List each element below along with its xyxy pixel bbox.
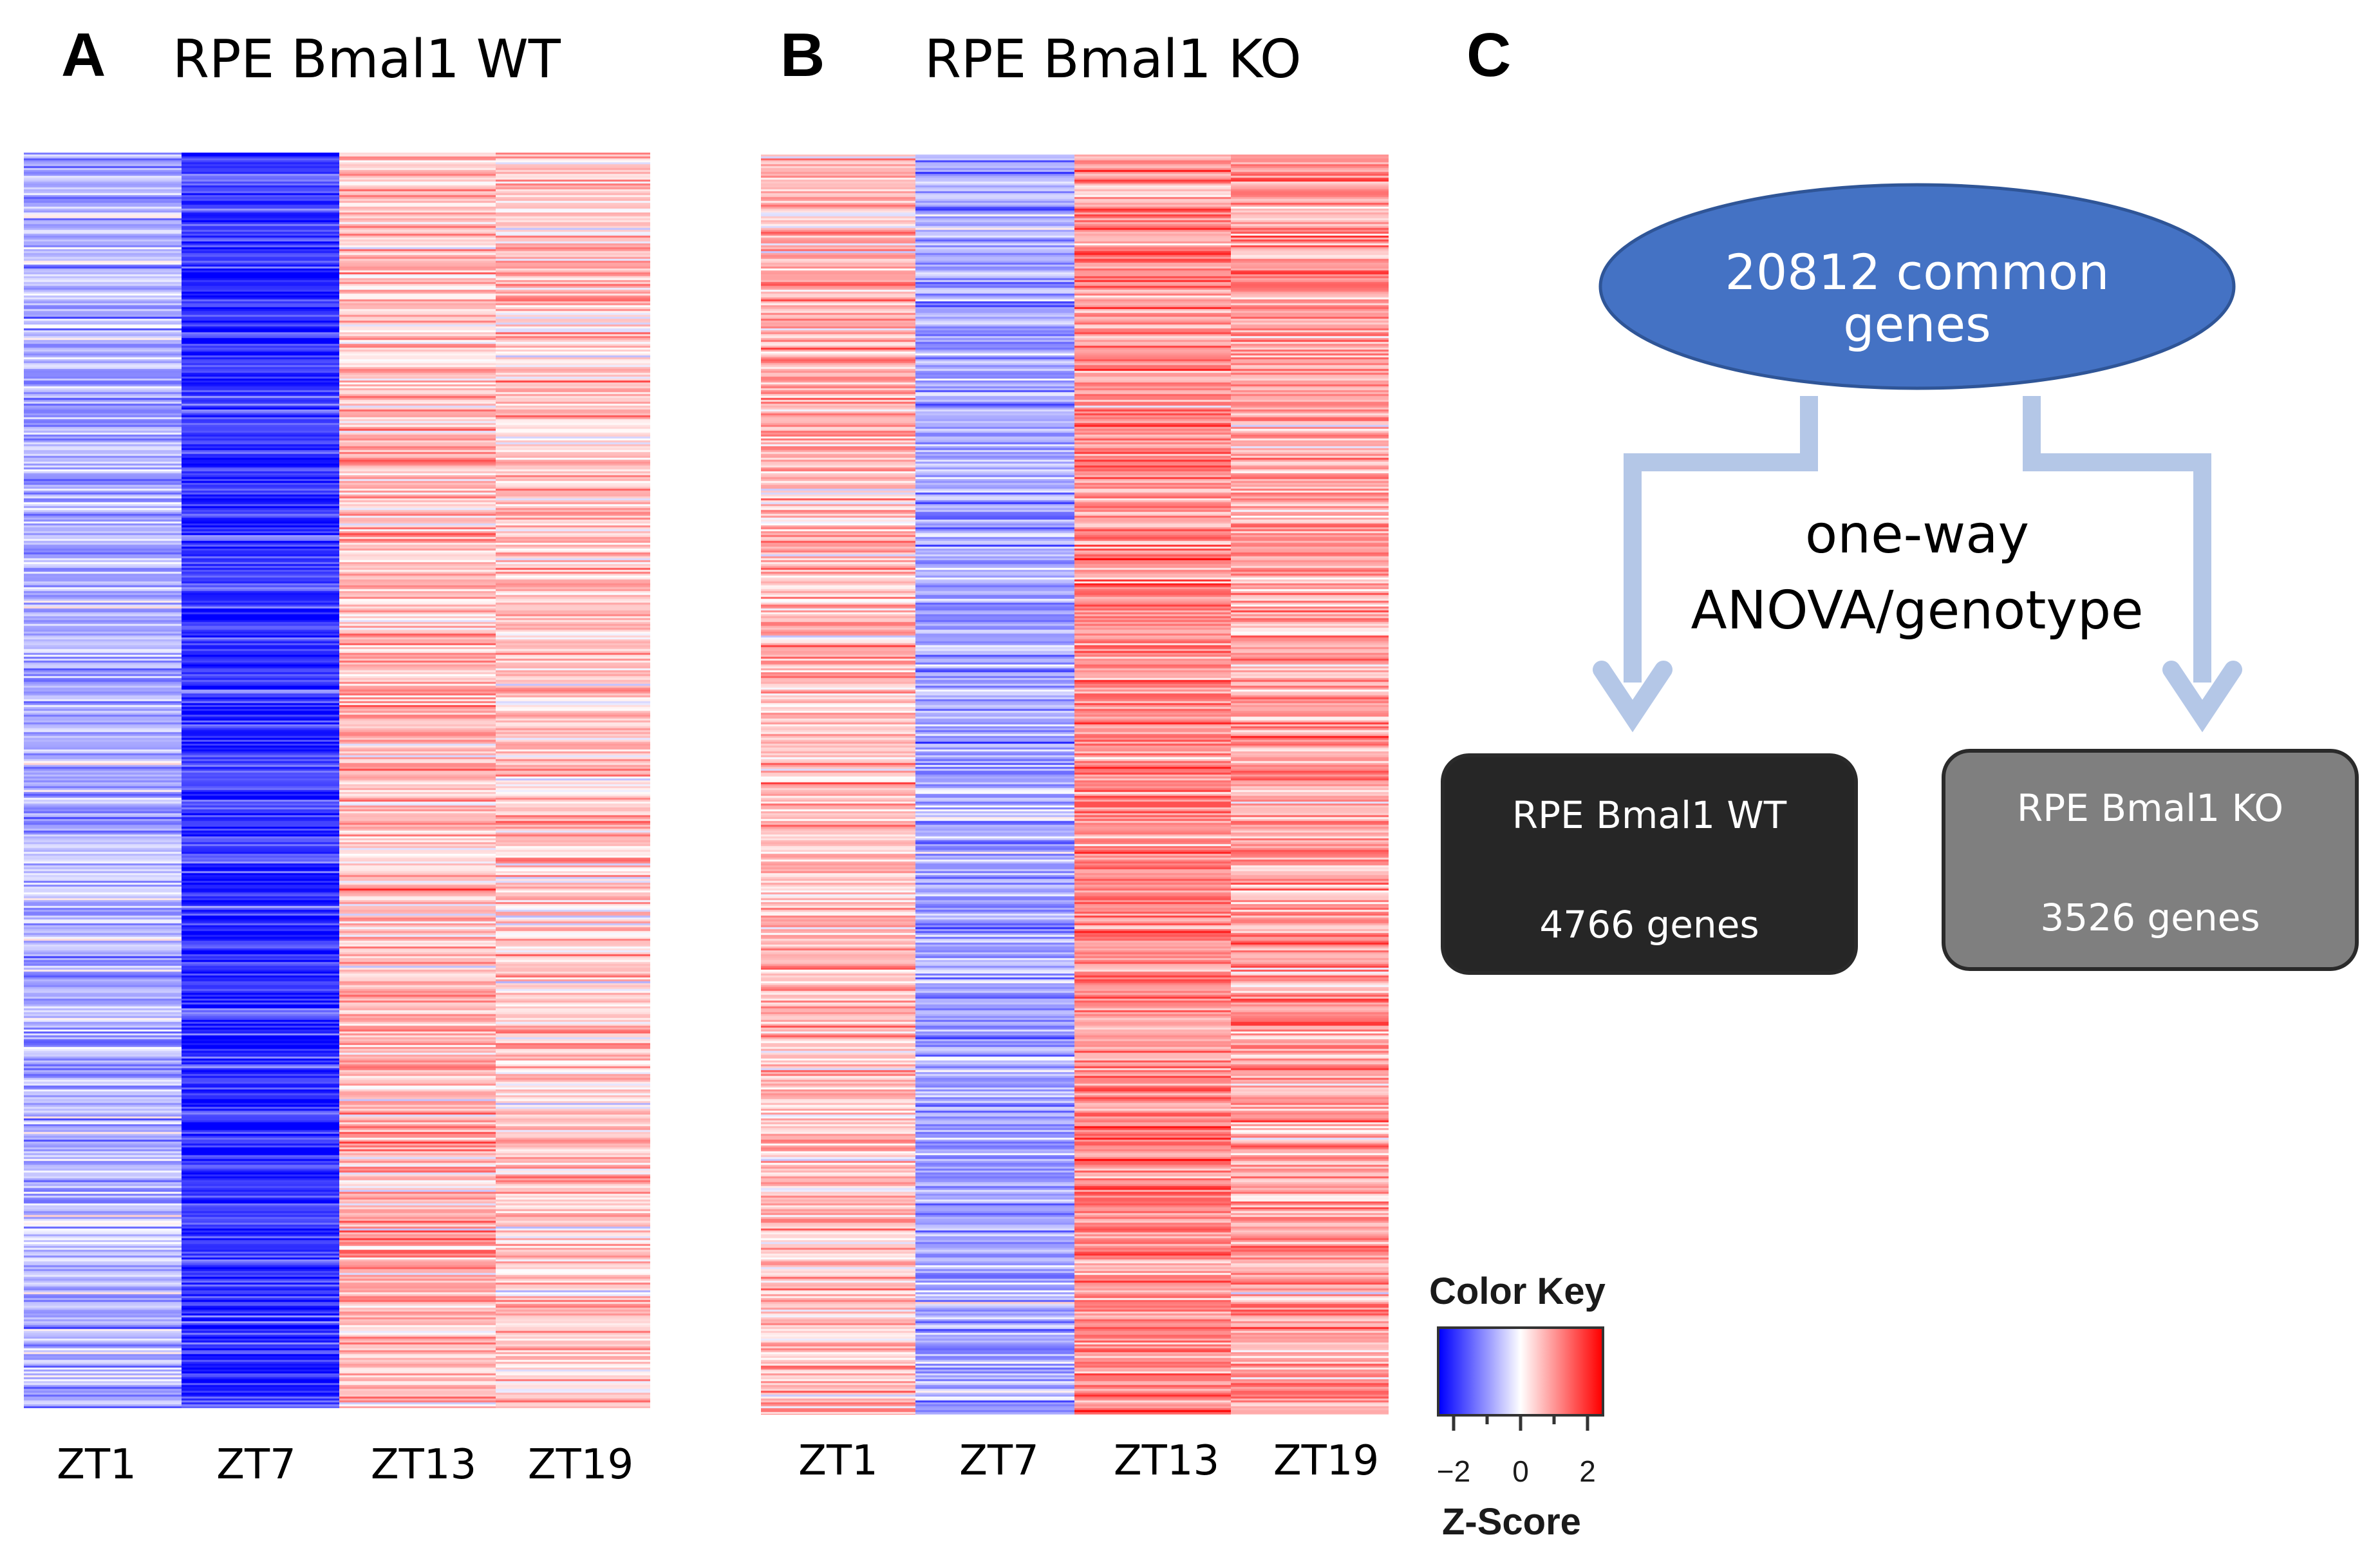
color-key-title: Color Key [1429,1270,1606,1312]
heatmap-wt [24,153,650,1408]
heatmap-wt-column-zt13 [339,153,496,1408]
arrow-to-ko-shaft [2023,396,2211,683]
arrow-to-wt-shaft [1624,396,1818,683]
arrowhead-wt [1593,661,1673,733]
panel-b-title: RPE Bmal1 KO [924,29,1302,90]
heatmap-wt-label-zt13: ZT13 [370,1441,477,1489]
color-key-gradient [1437,1326,1604,1417]
heatmap-ko [761,155,1389,1415]
panel-b-letter: B [780,21,825,90]
common-genes-line2: genes [1843,296,1991,353]
wt-result-title: RPE Bmal1 WT [1512,793,1787,837]
heatmap-wt-label-zt1: ZT1 [57,1441,136,1489]
panel-c-letter: C [1466,21,1512,90]
arrowhead-ko [2162,661,2242,733]
panel-a-letter: A [61,21,106,90]
color-key-xlabel: Z-Score [1442,1501,1581,1543]
panel-a-title: RPE Bmal1 WT [173,29,561,90]
method-line2: ANOVA/genotype [1691,580,2144,641]
heatmap-ko-column-zt19 [1231,155,1389,1415]
common-genes-line1: 20812 common [1725,243,2110,301]
heatmap-ko-column-zt1 [761,155,915,1415]
wt-result-box: RPE Bmal1 WT 4766 genes [1441,753,1858,975]
heatmap-wt-label-zt19: ZT19 [527,1441,634,1489]
heatmap-wt-label-zt7: ZT7 [216,1441,296,1489]
color-key-tick-2: 2 [1579,1455,1596,1488]
heatmap-wt-column-zt7 [182,153,339,1408]
heatmap-ko-label-zt1: ZT1 [798,1437,878,1485]
heatmap-wt-column-zt19 [496,153,650,1408]
ko-result-box: RPE Bmal1 KO 3526 genes [1942,749,2359,971]
heatmap-wt-column-zt1 [24,153,182,1408]
ko-result-title: RPE Bmal1 KO [2016,786,2284,830]
heatmap-ko-column-zt7 [915,155,1074,1415]
flow-arrowheads [1593,661,2242,733]
color-key-ticks [1452,1414,1589,1431]
color-key-tick-0: 0 [1512,1455,1529,1488]
flow-arrows [1624,396,2211,683]
heatmap-ko-column-zt13 [1074,155,1231,1415]
method-line1: one-way [1804,504,2030,565]
heatmap-ko-label-zt19: ZT19 [1273,1437,1380,1485]
ko-result-count: 3526 genes [2040,896,2260,939]
common-genes-node [1598,183,2236,390]
heatmap-ko-label-zt13: ZT13 [1113,1437,1220,1485]
wt-result-count: 4766 genes [1539,903,1759,947]
heatmap-ko-label-zt7: ZT7 [959,1437,1039,1485]
color-key-tick-minus2: −2 [1436,1455,1471,1488]
